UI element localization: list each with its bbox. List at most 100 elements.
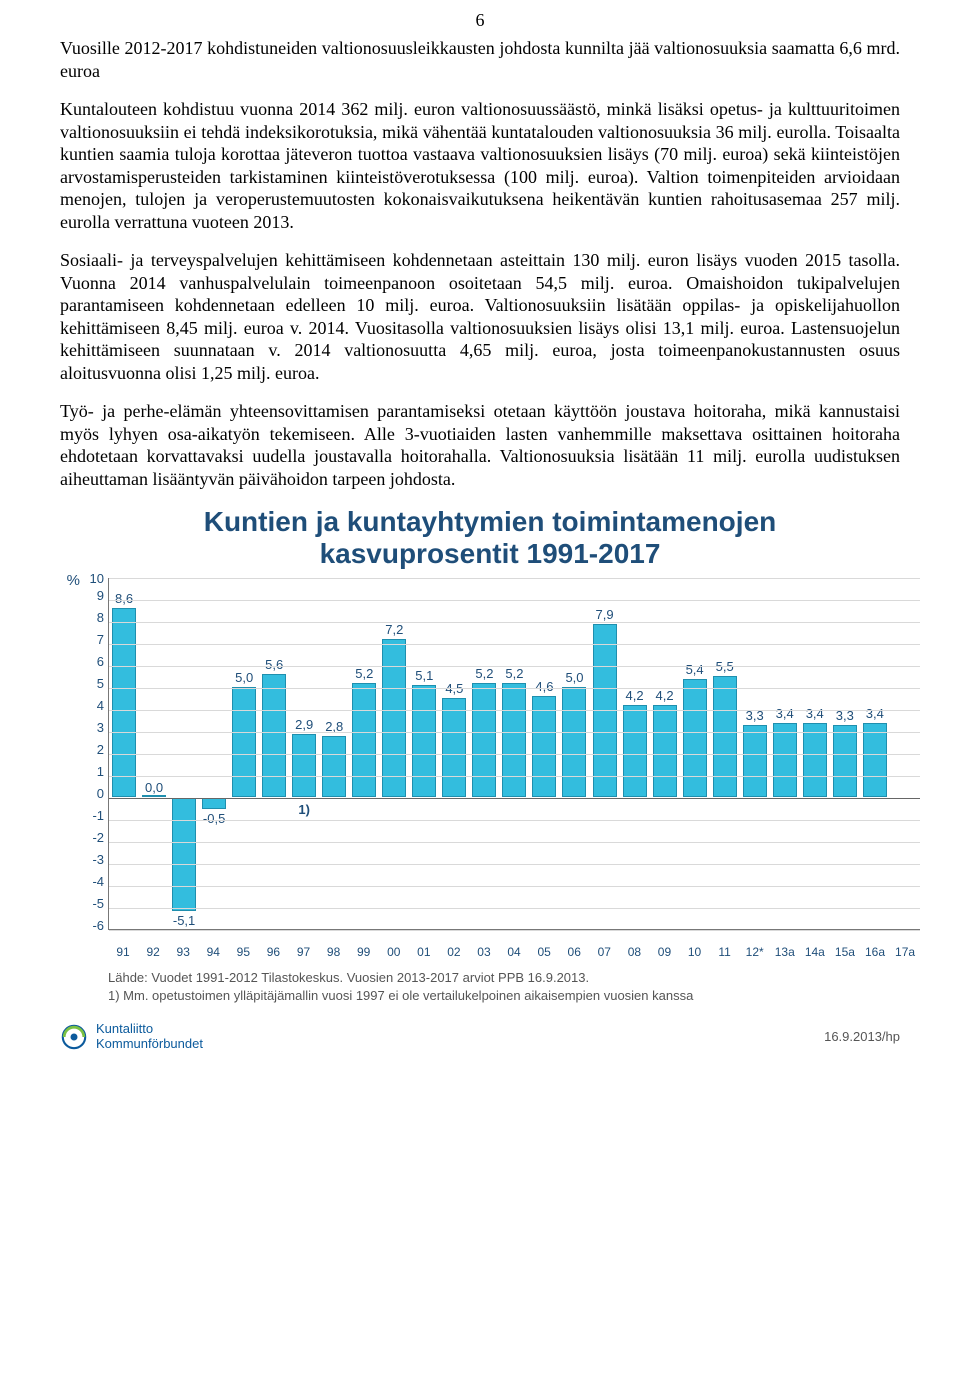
y-tick: 9: [80, 589, 108, 611]
bar-value-label: 5,0: [235, 670, 253, 685]
x-tick: 00: [379, 945, 409, 959]
x-tick: 14a: [800, 945, 830, 959]
bar: [112, 608, 136, 797]
y-tick: -1: [80, 809, 108, 831]
bar-value-label: 0,0: [145, 780, 163, 795]
y-tick: 4: [80, 699, 108, 721]
bar-value-label: 4,2: [656, 688, 674, 703]
x-tick: 91: [108, 945, 138, 959]
bar-value-label: 5,4: [686, 662, 704, 677]
y-tick: 5: [80, 677, 108, 699]
x-tick: 92: [138, 945, 168, 959]
y-tick: 7: [80, 633, 108, 655]
x-tick: 03: [469, 945, 499, 959]
chart-title: Kuntien ja kuntayhtymien toimintamenojen…: [60, 506, 920, 570]
y-axis: 109876543210-1-2-3-4-5-6: [80, 578, 108, 941]
chart-footnotes: Lähde: Vuodet 1991-2012 Tilastokeskus. V…: [108, 969, 920, 1004]
bar-value-label: 4,6: [535, 679, 553, 694]
x-tick: 06: [559, 945, 589, 959]
y-tick: -5: [80, 897, 108, 919]
y-tick: 10: [80, 572, 108, 589]
x-tick: 13a: [770, 945, 800, 959]
x-tick: 95: [228, 945, 258, 959]
x-axis: 9192939495969798990001020304050607080910…: [60, 945, 920, 959]
x-tick: 10: [679, 945, 709, 959]
bar-value-label: 3,4: [776, 706, 794, 721]
body-text: Vuosille 2012-2017 kohdistuneiden valtio…: [0, 31, 960, 490]
paragraph: Vuosille 2012-2017 kohdistuneiden valtio…: [60, 37, 900, 82]
y-tick: -4: [80, 875, 108, 897]
bar: [292, 734, 316, 798]
org-name: Kuntaliitto Kommunförbundet: [96, 1022, 203, 1051]
footnote: 1) Mm. opetustoimen ylläpitäjämallin vuo…: [108, 987, 920, 1005]
bar-value-label: 7,9: [595, 607, 613, 622]
footer: Kuntaliitto Kommunförbundet 16.9.2013/hp: [0, 1004, 960, 1061]
y-tick: 0: [80, 787, 108, 809]
logo-icon: [60, 1023, 88, 1051]
bar: [172, 798, 196, 910]
x-tick: 02: [439, 945, 469, 959]
plot-wrap: % 109876543210-1-2-3-4-5-6 8,60,0-5,1-0,…: [60, 578, 920, 941]
bar-value-label: 4,2: [626, 688, 644, 703]
x-tick: 11: [710, 945, 740, 959]
x-tick: 09: [649, 945, 679, 959]
y-tick: 1: [80, 765, 108, 787]
y-unit-label: %: [60, 572, 80, 589]
bar: [743, 725, 767, 798]
bar: [442, 698, 466, 797]
bar: [803, 723, 827, 798]
plot-area: 8,60,0-5,1-0,55,05,62,91)2,85,27,25,14,5…: [108, 578, 920, 930]
bar: [232, 687, 256, 797]
x-tick: 04: [499, 945, 529, 959]
chart-title-line: kasvuprosentit 1991-2017: [320, 538, 661, 569]
bar: [863, 723, 887, 798]
y-tick: -2: [80, 831, 108, 853]
bar: [833, 725, 857, 798]
bar-value-label: 5,2: [475, 666, 493, 681]
org-name-line: Kommunförbundet: [96, 1037, 203, 1051]
x-tick: 96: [258, 945, 288, 959]
bar: [202, 798, 226, 809]
bar-value-label: 3,4: [806, 706, 824, 721]
x-tick: 07: [589, 945, 619, 959]
org-name-line: Kuntaliitto: [96, 1022, 203, 1036]
bar-value-label: 3,4: [866, 706, 884, 721]
bar: [412, 685, 436, 797]
bar-value-label: 5,2: [505, 666, 523, 681]
x-tick: 12*: [740, 945, 770, 959]
bar: [653, 705, 677, 797]
x-tick: 93: [168, 945, 198, 959]
bar: [322, 736, 346, 798]
x-tick: 97: [288, 945, 318, 959]
chart-container: Kuntien ja kuntayhtymien toimintamenojen…: [0, 506, 960, 1004]
bar: [623, 705, 647, 797]
x-tick: 15a: [830, 945, 860, 959]
x-tick: 01: [409, 945, 439, 959]
page-number: 6: [0, 0, 960, 31]
x-tick: 94: [198, 945, 228, 959]
paragraph: Sosiaali- ja terveyspalvelujen kehittämi…: [60, 249, 900, 384]
bar-value-label: 5,6: [265, 657, 283, 672]
x-tick: 05: [529, 945, 559, 959]
y-tick: 2: [80, 743, 108, 765]
paragraph: Kuntalouteen kohdistuu vuonna 2014 362 m…: [60, 98, 900, 233]
bar-value-label: 5,1: [415, 668, 433, 683]
bar-value-label: -5,1: [173, 913, 195, 928]
y-tick: 8: [80, 611, 108, 633]
footer-date: 16.9.2013/hp: [824, 1029, 900, 1044]
x-tick: 98: [319, 945, 349, 959]
y-tick: -6: [80, 919, 108, 941]
paragraph: Työ- ja perhe-elämän yhteensovittamisen …: [60, 400, 900, 490]
bar-value-label: -0,5: [203, 811, 225, 826]
bar: [562, 687, 586, 797]
y-tick: -3: [80, 853, 108, 875]
x-tick: 99: [349, 945, 379, 959]
bar: [683, 679, 707, 798]
bar-value-label: 2,9: [295, 717, 313, 732]
chart-title-line: Kuntien ja kuntayhtymien toimintamenojen: [204, 506, 777, 537]
bar: [142, 795, 166, 797]
org-logo: Kuntaliitto Kommunförbundet: [60, 1022, 203, 1051]
bar: [382, 639, 406, 797]
bar: [502, 683, 526, 797]
x-tick: 08: [619, 945, 649, 959]
